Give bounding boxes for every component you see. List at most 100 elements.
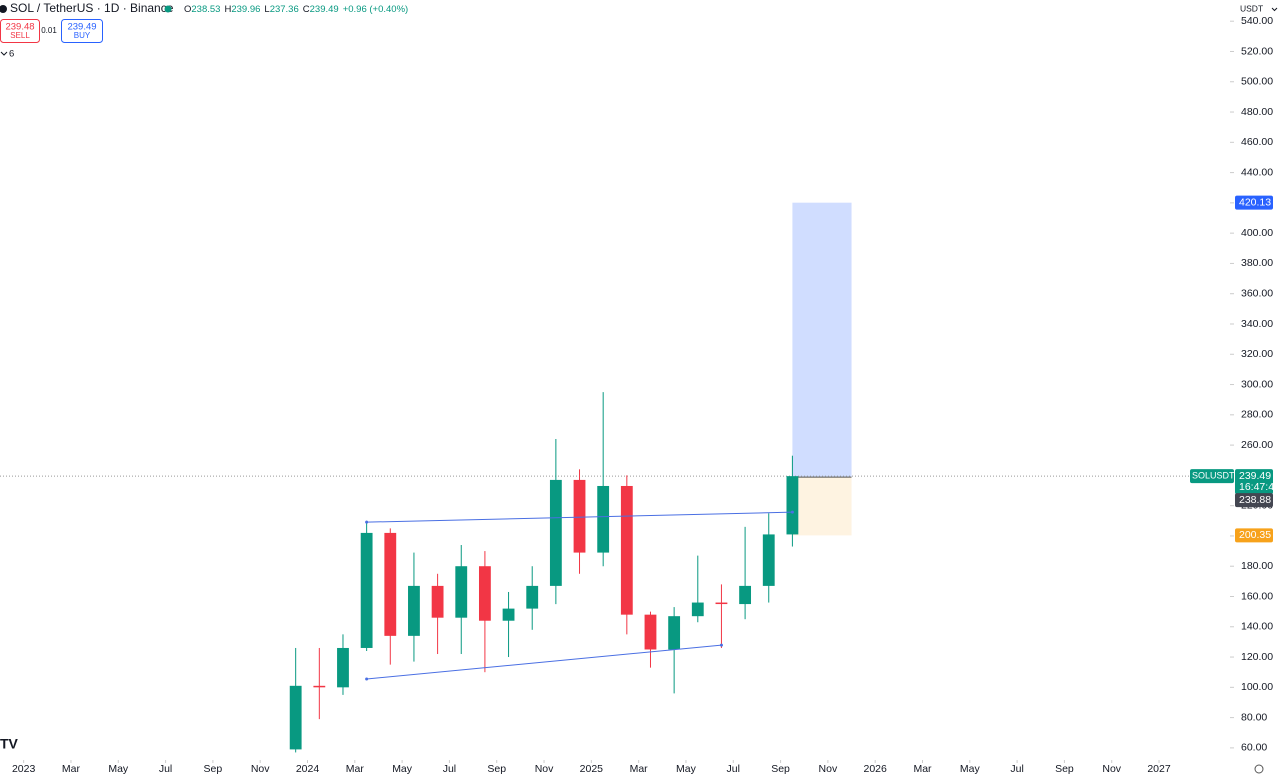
candle-body — [691, 602, 704, 617]
trendline-anchor — [365, 677, 369, 681]
x-tick-label: Jul — [1010, 763, 1023, 775]
sell-label: SELL — [10, 31, 30, 40]
ohlc-value: 238.53 — [191, 4, 220, 15]
symbol-icon[interactable] — [0, 5, 7, 13]
indicator-count[interactable]: 6 — [9, 49, 14, 60]
y-tick-label: 320.00 — [1241, 348, 1273, 360]
candle-body — [313, 685, 326, 688]
status-dot — [164, 5, 172, 13]
x-tick-label: 2024 — [296, 763, 320, 775]
y-tick-label: 260.00 — [1241, 439, 1273, 451]
candle-body — [431, 585, 444, 618]
stop-price-label: 200.35 — [1239, 529, 1271, 541]
candle-body — [620, 485, 633, 615]
candle-body — [668, 616, 681, 650]
y-tick-label: 180.00 — [1241, 560, 1273, 572]
candle-body — [289, 685, 302, 750]
x-tick-label: 2026 — [864, 763, 888, 775]
y-tick-label: 460.00 — [1241, 136, 1273, 148]
candle-body — [549, 479, 562, 586]
x-tick-label: Mar — [913, 763, 932, 775]
x-tick-label: Sep — [204, 763, 223, 775]
target-price-label-bg — [1235, 195, 1273, 210]
x-tick-label: May — [108, 763, 129, 775]
ohlc-value: 237.36 — [270, 4, 299, 15]
x-tick-label: 2027 — [1147, 763, 1171, 775]
last-price-label-bg — [1235, 469, 1273, 495]
y-tick-label: 480.00 — [1241, 106, 1273, 118]
candle-body — [597, 485, 610, 553]
trendline — [366, 644, 722, 680]
candle-body — [478, 566, 491, 621]
sell-button[interactable] — [0, 19, 40, 43]
y-tick-label: 500.00 — [1241, 76, 1273, 88]
x-tick-label: 2023 — [12, 763, 36, 775]
buy-button[interactable] — [61, 19, 103, 43]
x-tick-label: Sep — [771, 763, 790, 775]
ohlc-key: O — [184, 4, 191, 15]
y-tick-label: 540.00 — [1241, 15, 1273, 27]
x-tick-label: May — [676, 763, 697, 775]
currency[interactable]: USDT — [1240, 3, 1263, 13]
ohlc-key: L — [264, 4, 269, 15]
candle-body — [762, 534, 775, 586]
y-tick-label: 60.00 — [1241, 742, 1267, 754]
candle-body — [384, 532, 397, 636]
target-zone — [792, 202, 852, 478]
x-tick-label: Nov — [535, 763, 554, 775]
trendline-anchor — [790, 510, 794, 514]
ohlc-value: 239.49 — [310, 4, 339, 15]
last-price-label: 239.49 — [1239, 470, 1271, 482]
stop-zone — [792, 477, 852, 536]
ohlc-key: C — [303, 4, 310, 15]
y-tick-label: 440.00 — [1241, 166, 1273, 178]
buy-label: BUY — [74, 31, 91, 40]
candle-body — [573, 479, 586, 553]
y-tick-label: 380.00 — [1241, 257, 1273, 269]
candle-body — [644, 614, 657, 650]
entry-price-label: 238.88 — [1239, 494, 1271, 506]
plot-area — [0, 202, 1230, 753]
trendline-anchor — [719, 643, 723, 647]
logo: TV — [0, 736, 19, 752]
candle-body — [337, 647, 349, 688]
x-tick-label: Nov — [251, 763, 270, 775]
y-tick-label: 140.00 — [1241, 621, 1273, 633]
currency-chevron[interactable] — [1271, 7, 1278, 12]
symbol-tag-bg — [1190, 469, 1234, 484]
candle-body — [408, 585, 420, 636]
settings-icon[interactable] — [1254, 764, 1264, 774]
change: +0.96 (+0.40%) — [343, 4, 409, 15]
y-tick-label: 340.00 — [1241, 318, 1273, 330]
spread: 0.01 — [41, 26, 57, 35]
candle-body — [739, 585, 752, 605]
x-tick-label: Mar — [62, 763, 81, 775]
y-tick-label: 80.00 — [1241, 711, 1267, 723]
ohlc-legend: O238.53 H239.96 L237.36 C239.49 +0.96 (+0.40… — [184, 4, 408, 15]
y-tick-label: 400.00 — [1241, 227, 1273, 239]
symbol-tag: SOLUSDT — [1192, 471, 1235, 481]
x-tick-label: Jul — [727, 763, 740, 775]
candle-body — [786, 476, 799, 535]
x-tick-label: Sep — [487, 763, 506, 775]
y-tick-label: 520.00 — [1241, 45, 1273, 57]
x-tick-label: Nov — [1102, 763, 1121, 775]
buy-price: 239.49 — [67, 22, 96, 33]
x-tick-label: May — [392, 763, 413, 775]
x-tick-label: Sep — [1055, 763, 1074, 775]
candle-body — [455, 566, 468, 618]
symbol-title[interactable]: SOL / TetherUS · 1D · Binance — [10, 1, 174, 15]
x-tick-label: Mar — [346, 763, 365, 775]
stop-price-label-bg — [1235, 528, 1273, 543]
candle-body — [360, 532, 373, 648]
y-tick-label: 300.00 — [1241, 378, 1273, 390]
candle-body — [715, 602, 728, 605]
y-tick-label: 360.00 — [1241, 287, 1273, 299]
candle-body — [526, 585, 539, 609]
trendline — [366, 511, 793, 523]
x-tick-label: May — [960, 763, 981, 775]
x-tick-label: 2025 — [580, 763, 604, 775]
collapse-icon[interactable] — [0, 51, 8, 56]
candle-body — [502, 608, 515, 621]
